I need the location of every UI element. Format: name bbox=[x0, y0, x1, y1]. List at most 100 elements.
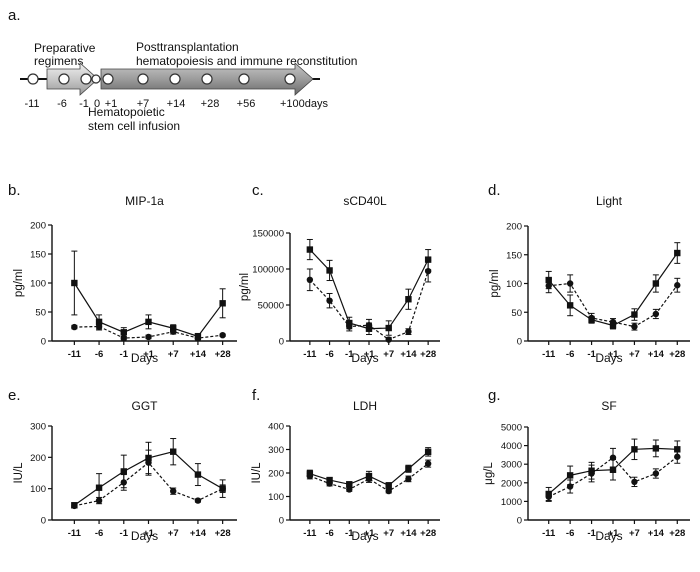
data-point-square bbox=[652, 280, 660, 287]
data-point-circle bbox=[145, 459, 152, 466]
data-point-circle bbox=[365, 475, 373, 483]
series-circle bbox=[306, 259, 432, 343]
data-point-square bbox=[385, 482, 392, 489]
chart-ldh: f. LDH 0 100 200 300 400 -11 -6 -1 +1 +7 +14 +28 Days I… bbox=[251, 387, 440, 543]
x-tick-label: +14 bbox=[190, 349, 207, 360]
chart-title: sCD40L bbox=[343, 194, 387, 208]
x-tick-label: +14 bbox=[400, 528, 417, 539]
x-tick-label: +14 bbox=[648, 528, 665, 539]
chart-title: GGT bbox=[132, 399, 159, 413]
data-point-circle bbox=[424, 460, 432, 467]
chart-ggt: e. GGT 0 100 200 300 -11 -6 -1 +1 +7 +14 +28 Days IU/L bbox=[8, 387, 237, 543]
y-tick-label: 100 bbox=[30, 279, 46, 290]
y-tick-label: 300 bbox=[30, 422, 46, 433]
infusion-label-line1: Hematopoietic bbox=[88, 105, 165, 119]
y-tick-label: 0 bbox=[517, 516, 522, 527]
timeline-node-1 bbox=[58, 73, 70, 85]
timeline-tick-label: +28 bbox=[201, 98, 220, 110]
x-tick-label: +1 bbox=[364, 528, 376, 539]
timeline-tick-label: -11 bbox=[24, 98, 39, 110]
x-tick-label: +7 bbox=[629, 528, 640, 539]
chart-sf: g. SF 0 1000 2000 3000 4000 5000 -11 -6 -1 +1 +7 +14 +… bbox=[483, 387, 690, 543]
y-tick-label: 0 bbox=[517, 337, 522, 348]
data-point-circle bbox=[365, 321, 373, 329]
phase1-label-line2: regimens bbox=[34, 54, 83, 68]
x-axis-title: Days bbox=[351, 351, 378, 365]
y-tick-label: 100000 bbox=[252, 265, 284, 276]
data-point-circle bbox=[674, 453, 681, 460]
x-tick-label: -11 bbox=[68, 349, 82, 360]
data-point-circle bbox=[652, 310, 660, 318]
data-point-square bbox=[566, 302, 574, 309]
data-point-square bbox=[566, 472, 574, 479]
y-tick-label: 100 bbox=[268, 492, 284, 503]
x-tick-label: -6 bbox=[95, 528, 103, 539]
data-point-square bbox=[424, 256, 432, 263]
data-point-square bbox=[652, 445, 660, 452]
timeline-node-9 bbox=[284, 73, 296, 85]
x-tick-label: +14 bbox=[190, 528, 207, 539]
y-tick-label: 200 bbox=[268, 469, 284, 480]
y-tick-label: 0 bbox=[279, 516, 284, 527]
data-point-circle bbox=[306, 472, 314, 480]
data-point-circle bbox=[120, 334, 127, 342]
chart-mip1a: b. MIP-1a 0 50 100 150 200 -11 -6 -1 +1 +7 +14 +28 Day… bbox=[8, 182, 237, 365]
x-tick-label: +14 bbox=[648, 349, 665, 360]
x-axis-title: Days bbox=[131, 529, 158, 543]
x-tick-label: -1 bbox=[587, 528, 596, 539]
data-point-circle bbox=[120, 479, 127, 486]
y-tick-label: 50000 bbox=[258, 301, 284, 312]
chart-scd40l: c. sCD40L 0 50000 100000 150000 -11 -6 -1 +1 +7 +14… bbox=[239, 182, 440, 365]
phase2-label-line2: hematopoiesis and immune reconstitution bbox=[136, 54, 357, 68]
y-tick-label: 0 bbox=[41, 337, 46, 348]
series-circle bbox=[545, 274, 681, 331]
x-tick-label: -1 bbox=[587, 349, 596, 360]
y-axis-title: pg/ml bbox=[239, 273, 251, 301]
infusion-label-line2: stem cell infusion bbox=[88, 119, 180, 133]
x-tick-label: -6 bbox=[325, 528, 333, 539]
panel-label: d. bbox=[488, 182, 501, 199]
data-point-circle bbox=[71, 323, 78, 331]
x-tick-label: +7 bbox=[383, 528, 394, 539]
x-axis-title: Days bbox=[595, 351, 622, 365]
data-point-square bbox=[405, 296, 412, 303]
x-tick-label: +7 bbox=[629, 349, 640, 360]
chart-title: Light bbox=[596, 194, 623, 208]
data-point-square bbox=[170, 325, 177, 332]
panel-label: c. bbox=[252, 182, 264, 199]
timeline-tick-label: +14 bbox=[167, 98, 186, 110]
chart-title: LDH bbox=[353, 399, 377, 413]
y-tick-label: 50 bbox=[35, 308, 46, 319]
y-axis-title: pg/ml bbox=[489, 269, 501, 297]
timeline-node-6 bbox=[169, 73, 181, 85]
timeline-panel: a. Preparative regimens Posttransplantat… bbox=[8, 7, 357, 133]
x-tick-label: -11 bbox=[542, 349, 556, 360]
x-tick-label: +7 bbox=[168, 528, 179, 539]
y-tick-label: 150000 bbox=[252, 229, 284, 240]
x-tick-label: -6 bbox=[325, 349, 333, 360]
data-point-square bbox=[120, 329, 127, 336]
data-point-circle bbox=[170, 487, 177, 495]
x-tick-label: +1 bbox=[143, 349, 155, 360]
y-tick-label: 400 bbox=[268, 422, 284, 433]
panel-label: e. bbox=[8, 387, 21, 404]
timeline-node-3 bbox=[91, 74, 101, 84]
data-point-circle bbox=[545, 282, 552, 289]
x-tick-label: +7 bbox=[383, 349, 394, 360]
series-circle bbox=[545, 447, 681, 502]
x-tick-label: +1 bbox=[364, 349, 376, 360]
x-tick-label: -6 bbox=[566, 528, 574, 539]
panel-label: g. bbox=[488, 387, 501, 404]
data-point-circle bbox=[346, 486, 353, 493]
series-circle bbox=[71, 449, 226, 510]
y-tick-label: 2000 bbox=[501, 478, 522, 489]
x-tick-label: -11 bbox=[303, 349, 317, 360]
x-tick-label: -6 bbox=[95, 349, 103, 360]
data-point-circle bbox=[609, 318, 617, 326]
y-tick-label: 150 bbox=[30, 250, 46, 261]
timeline-node-4 bbox=[102, 73, 114, 85]
series-square bbox=[545, 242, 681, 330]
timeline-node-8 bbox=[238, 73, 250, 85]
timeline-node-2 bbox=[80, 73, 92, 85]
